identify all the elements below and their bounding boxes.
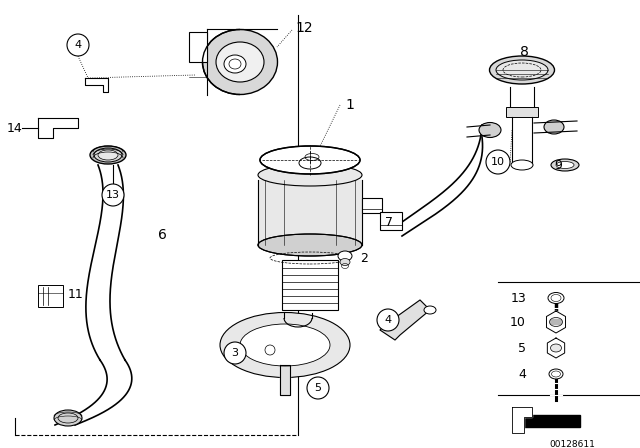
Text: 4: 4 xyxy=(74,40,81,50)
Text: 9: 9 xyxy=(554,159,562,172)
Text: 13: 13 xyxy=(510,292,526,305)
Ellipse shape xyxy=(548,293,564,303)
Text: 4: 4 xyxy=(518,367,526,380)
Polygon shape xyxy=(547,311,566,333)
Text: 14: 14 xyxy=(6,121,22,134)
Ellipse shape xyxy=(98,150,118,160)
Ellipse shape xyxy=(299,157,321,169)
Ellipse shape xyxy=(424,306,436,314)
Ellipse shape xyxy=(258,234,362,256)
Bar xyxy=(282,260,338,310)
Circle shape xyxy=(67,34,89,56)
Text: 5: 5 xyxy=(518,341,526,354)
Circle shape xyxy=(486,150,510,174)
Polygon shape xyxy=(280,365,290,395)
Text: 8: 8 xyxy=(520,45,529,59)
Bar xyxy=(506,107,538,117)
Ellipse shape xyxy=(54,410,82,426)
Text: 3: 3 xyxy=(232,348,239,358)
Ellipse shape xyxy=(550,344,561,352)
Polygon shape xyxy=(85,78,108,92)
Circle shape xyxy=(224,342,246,364)
Ellipse shape xyxy=(511,160,533,170)
Ellipse shape xyxy=(258,164,362,186)
Bar xyxy=(380,212,402,230)
Text: 4: 4 xyxy=(385,315,392,325)
Text: 7: 7 xyxy=(385,215,393,228)
Circle shape xyxy=(102,184,124,206)
Ellipse shape xyxy=(556,161,574,168)
Text: 13: 13 xyxy=(106,190,120,200)
Text: 6: 6 xyxy=(157,228,166,242)
Ellipse shape xyxy=(549,369,563,379)
Ellipse shape xyxy=(94,148,122,162)
Polygon shape xyxy=(547,338,564,358)
Ellipse shape xyxy=(340,258,350,266)
Bar xyxy=(189,32,207,62)
Ellipse shape xyxy=(260,146,360,174)
Text: 10: 10 xyxy=(510,315,526,328)
Polygon shape xyxy=(258,180,362,245)
Text: 00128611: 00128611 xyxy=(549,439,595,448)
Polygon shape xyxy=(512,407,532,433)
Circle shape xyxy=(377,309,399,331)
Ellipse shape xyxy=(550,318,563,327)
Ellipse shape xyxy=(479,122,501,138)
Text: 2: 2 xyxy=(360,251,368,264)
Text: 1: 1 xyxy=(345,98,354,112)
Bar xyxy=(38,285,63,307)
Text: 10: 10 xyxy=(491,157,505,167)
Polygon shape xyxy=(520,415,580,427)
Ellipse shape xyxy=(490,56,554,84)
Ellipse shape xyxy=(496,60,548,80)
Ellipse shape xyxy=(240,324,330,366)
Polygon shape xyxy=(380,300,430,340)
Ellipse shape xyxy=(224,55,246,73)
Polygon shape xyxy=(38,118,78,138)
Ellipse shape xyxy=(338,251,352,261)
Text: 5: 5 xyxy=(314,383,321,393)
Ellipse shape xyxy=(551,159,579,171)
Ellipse shape xyxy=(544,120,564,134)
Circle shape xyxy=(265,345,275,355)
Ellipse shape xyxy=(90,146,126,164)
Bar xyxy=(362,198,382,213)
Ellipse shape xyxy=(220,313,350,378)
Ellipse shape xyxy=(202,30,278,95)
Text: 11: 11 xyxy=(68,289,84,302)
Text: 12: 12 xyxy=(295,21,312,35)
Circle shape xyxy=(307,377,329,399)
Ellipse shape xyxy=(216,42,264,82)
